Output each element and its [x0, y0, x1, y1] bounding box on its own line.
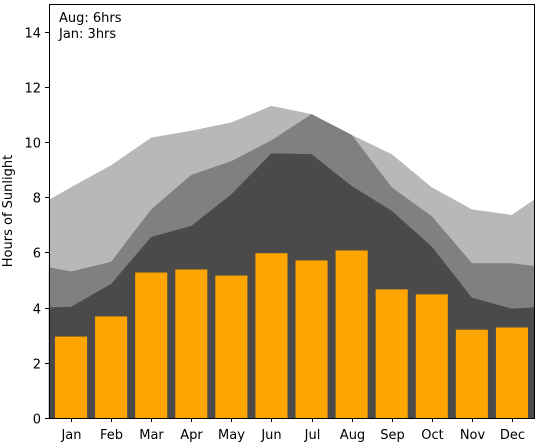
- y-tick-label-4: 4: [33, 303, 41, 318]
- y-tick-label-12: 12: [24, 82, 41, 97]
- bar-may: [215, 275, 248, 418]
- bar-jun: [255, 253, 288, 418]
- x-tick-label-nov: Nov: [460, 428, 486, 443]
- y-tick-label-14: 14: [24, 27, 41, 42]
- x-tick-label-oct: Oct: [421, 428, 443, 443]
- bar-aug: [335, 250, 368, 418]
- bar-nov: [455, 329, 488, 418]
- bar-apr: [175, 269, 208, 418]
- annotation-aug: Aug: 6hrs: [59, 11, 122, 26]
- y-tick-label-6: 6: [33, 247, 41, 262]
- y-tick-label-0: 0: [33, 413, 41, 428]
- bar-jul: [295, 260, 328, 418]
- x-tick-label-sep: Sep: [380, 428, 405, 443]
- x-tick-label-jun: Jun: [260, 428, 281, 443]
- bar-series: [55, 250, 528, 418]
- bar-jan: [55, 336, 88, 418]
- x-tick-label-mar: Mar: [139, 428, 164, 443]
- x-tick-label-aug: Aug: [340, 428, 365, 443]
- annotation-jan: Jan: 3hrs: [58, 27, 116, 42]
- x-tick-label-feb: Feb: [100, 428, 123, 443]
- x-tick-label-jan: Jan: [60, 428, 81, 443]
- y-tick-label-2: 2: [33, 358, 41, 373]
- bar-oct: [415, 294, 448, 418]
- x-tick-label-may: May: [218, 428, 245, 443]
- bar-mar: [135, 272, 168, 418]
- y-axis: 0 2 4 6 8 10 12 14: [24, 27, 49, 428]
- bar-dec: [495, 327, 528, 418]
- y-tick-label-10: 10: [24, 137, 41, 152]
- plot-frame: [49, 4, 535, 419]
- bar-sep: [375, 289, 408, 418]
- bar-feb: [95, 316, 128, 418]
- y-tick-label-8: 8: [33, 192, 41, 207]
- x-tick-label-apr: Apr: [180, 428, 203, 443]
- x-tick-label-dec: Dec: [500, 428, 525, 443]
- x-tick-label-jul: Jul: [304, 428, 321, 443]
- y-axis-label: Hours of Sunlight: [1, 155, 16, 267]
- x-axis: Jan Feb Mar Apr May Jun Jul Aug Sep Oct Nov Dec: [60, 418, 525, 443]
